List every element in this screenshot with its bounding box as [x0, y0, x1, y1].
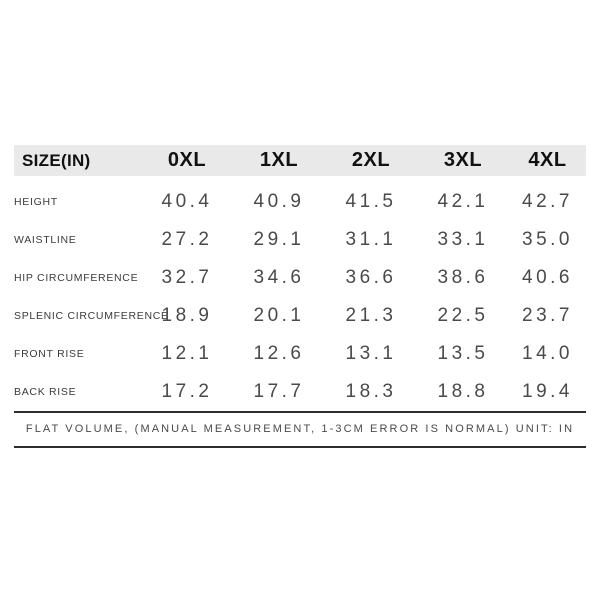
- size-table: SIZE(IN) 0XL 1XL 2XL 3XL 4XL HEIGHT 40.4…: [14, 145, 586, 411]
- row-label: HIP CIRCUMFERENCE: [14, 272, 139, 284]
- column-header-size-in: SIZE(IN): [14, 145, 141, 176]
- column-header-4xl: 4XL: [509, 145, 586, 176]
- size-value-cell: 40.9: [253, 191, 305, 212]
- row-label: BACK RISE: [14, 386, 77, 398]
- size-value-cell: 32.7: [161, 267, 213, 288]
- table-header-row: SIZE(IN) 0XL 1XL 2XL 3XL 4XL: [14, 145, 586, 176]
- size-value-cell: 23.7: [522, 305, 573, 326]
- header-spacer: [14, 176, 586, 183]
- size-value-cell: 29.1: [253, 229, 305, 250]
- table-row-splenic-circumference: SPLENIC CIRCUMFERENCE 18.9 20.1 21.3 22.…: [14, 297, 586, 335]
- size-value-cell: 14.0: [522, 343, 573, 364]
- size-value-cell: 34.6: [253, 267, 305, 288]
- column-header-2xl: 2XL: [325, 145, 417, 176]
- row-label: HEIGHT: [14, 196, 58, 208]
- size-value-cell: 38.6: [437, 267, 489, 288]
- size-value-cell: 31.1: [345, 229, 397, 250]
- footer-note-text: FLAT VOLUME, (MANUAL MEASUREMENT, 1-3CM …: [25, 423, 575, 435]
- size-value-cell: 19.4: [522, 381, 573, 402]
- size-value-cell: 40.4: [161, 191, 213, 212]
- table-row-back-rise: BACK RISE 17.2 17.7 18.3 18.8 19.4: [14, 373, 586, 411]
- size-value-cell: 18.3: [345, 381, 397, 402]
- size-value-cell: 13.5: [437, 343, 489, 364]
- size-value-cell: 21.3: [345, 305, 397, 326]
- size-chart: SIZE(IN) 0XL 1XL 2XL 3XL 4XL HEIGHT 40.4…: [14, 145, 586, 448]
- size-value-cell: 27.2: [161, 229, 213, 250]
- column-header-1xl: 1XL: [233, 145, 325, 176]
- size-value-cell: 20.1: [253, 305, 305, 326]
- row-label: FRONT RISE: [14, 348, 85, 360]
- row-label: WAISTLINE: [14, 234, 77, 246]
- size-value-cell: 13.1: [345, 343, 397, 364]
- size-value-cell: 12.1: [161, 343, 213, 364]
- size-value-cell: 12.6: [253, 343, 305, 364]
- table-row-hip-circumference: HIP CIRCUMFERENCE 32.7 34.6 36.6 38.6 40…: [14, 259, 586, 297]
- size-value-cell: 33.1: [437, 229, 489, 250]
- size-value-cell: 42.7: [522, 191, 573, 212]
- size-value-cell: 36.6: [345, 267, 397, 288]
- table-row-front-rise: FRONT RISE 12.1 12.6 13.1 13.5 14.0: [14, 335, 586, 373]
- size-value-cell: 42.1: [437, 191, 489, 212]
- column-header-0xl: 0XL: [141, 145, 233, 176]
- size-value-cell: 35.0: [522, 229, 573, 250]
- size-value-cell: 40.6: [522, 267, 573, 288]
- table-row-waistline: WAISTLINE 27.2 29.1 31.1 33.1 35.0: [14, 221, 586, 259]
- size-value-cell: 22.5: [437, 305, 489, 326]
- footer-note: FLAT VOLUME, (MANUAL MEASUREMENT, 1-3CM …: [14, 411, 586, 448]
- size-value-cell: 17.2: [161, 381, 213, 402]
- column-header-3xl: 3XL: [417, 145, 509, 176]
- size-value-cell: 41.5: [345, 191, 397, 212]
- table-row-height: HEIGHT 40.4 40.9 41.5 42.1 42.7: [14, 183, 586, 221]
- size-value-cell: 17.7: [253, 381, 305, 402]
- row-label: SPLENIC CIRCUMFERENCE: [14, 310, 169, 322]
- size-value-cell: 18.8: [437, 381, 489, 402]
- size-value-cell: 18.9: [161, 305, 213, 326]
